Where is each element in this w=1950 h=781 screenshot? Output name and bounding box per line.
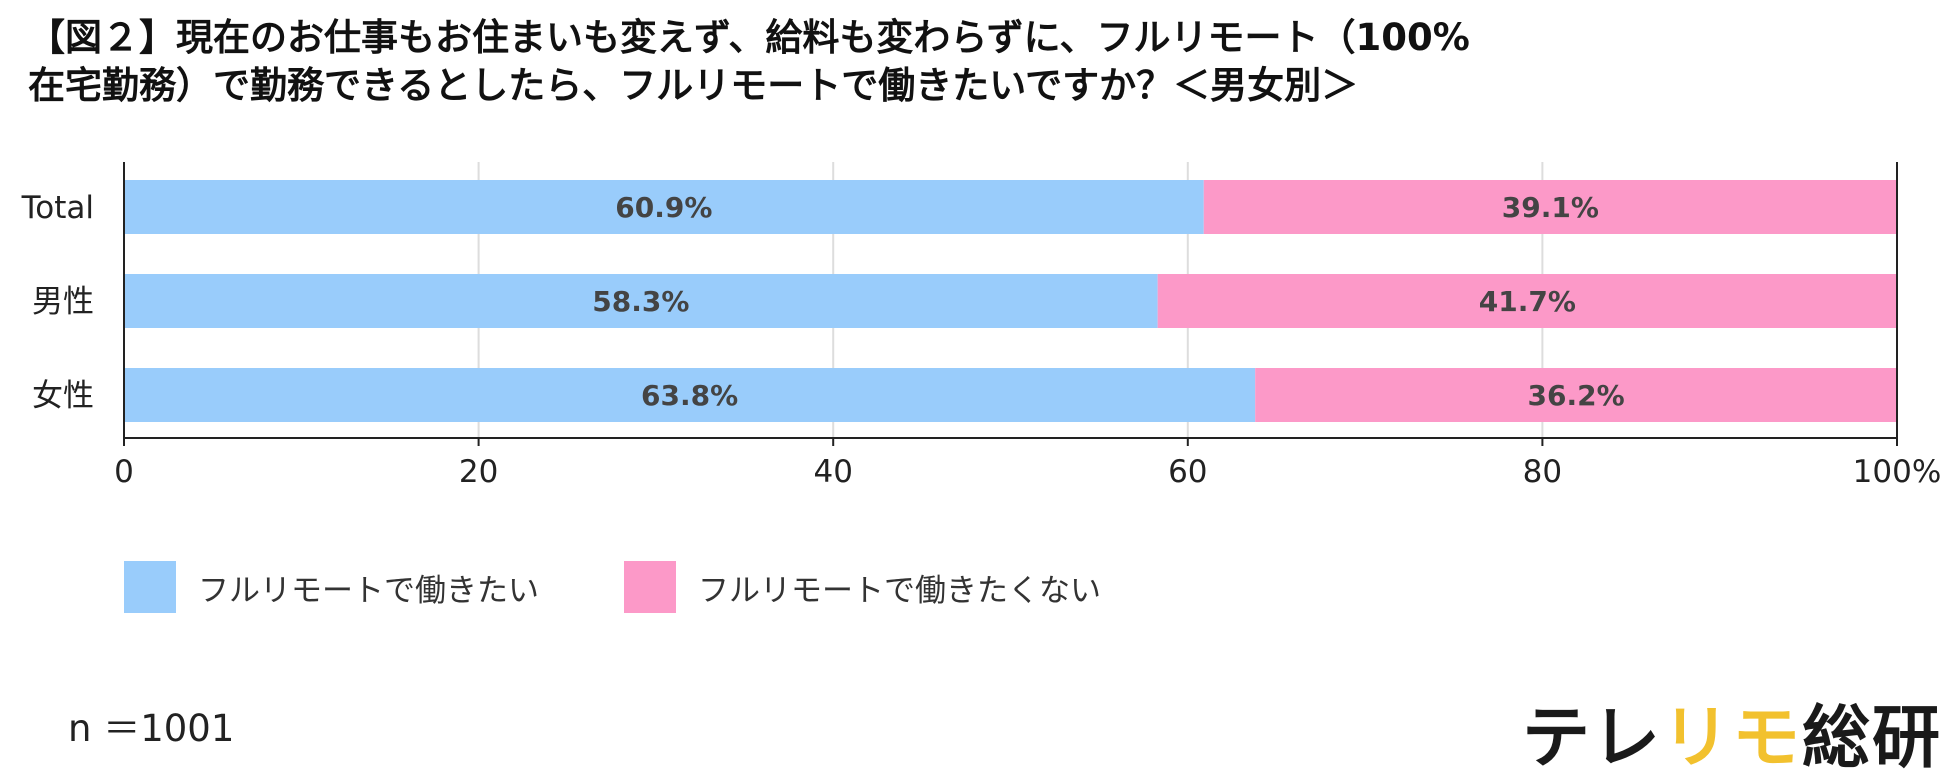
brand-part-2: リモ [1661, 699, 1802, 778]
x-tick-label: 100% [1853, 454, 1942, 490]
legend: フルリモートで働きたい フルリモートで働きたくない [124, 561, 1186, 613]
bar [124, 368, 1256, 422]
bar [1203, 180, 1897, 234]
legend-swatch-not-want [624, 561, 676, 613]
legend-label-not-want: フルリモートで働きたくない [698, 572, 1101, 609]
x-tick-label: 0 [114, 454, 134, 490]
x-tick-label: 40 [813, 454, 852, 490]
x-tick-label: 60 [1168, 454, 1207, 490]
legend-swatch-want [124, 561, 176, 613]
bar-value-label: 63.8% [641, 379, 738, 412]
chart-title-line-2: 在宅勤務）で勤務できるとしたら、フルリモートで働きたいですか？＜男女別＞ [28, 64, 1359, 107]
bar [124, 180, 1204, 234]
category-label: 女性 [32, 378, 94, 414]
brand-logo: テレリモ総研 [1522, 682, 1942, 781]
bar-value-label: 41.7% [1479, 285, 1576, 318]
brand-part-3: 総研 [1801, 699, 1942, 778]
x-tick-label: 20 [459, 454, 498, 490]
legend-label-want: フルリモートで働きたい [198, 572, 539, 609]
chart-title-line-1: 【図２】現在のお仕事もお住まいも変えず、給料も変わらずに、フルリモート（100% [28, 16, 1470, 59]
category-label: 男性 [32, 284, 94, 320]
legend-item-want: フルリモートで働きたい [124, 561, 539, 613]
brand-part-1: テレ [1521, 699, 1662, 778]
bar [1157, 274, 1897, 328]
category-label: Total [21, 190, 94, 226]
sample-size-note: n ＝1001 [68, 707, 235, 750]
bar-value-label: 60.9% [615, 191, 712, 224]
bar-value-label: 58.3% [592, 285, 689, 318]
stacked-bar-chart: 60.9% 39.1% Total 58.3% 41.7% 男性 63.8% 36.2% 女性 0… [21, 162, 1942, 490]
x-tick-label: 80 [1523, 454, 1562, 490]
legend-item-not-want: フルリモートで働きたくない [624, 561, 1101, 613]
bar [1255, 368, 1897, 422]
bar-value-label: 36.2% [1528, 379, 1625, 412]
bar-value-label: 39.1% [1502, 191, 1599, 224]
bar [124, 274, 1158, 328]
chart-title: 【図２】現在のお仕事もお住まいも変えず、給料も変わらずに、フルリモート（100%… [28, 14, 1928, 110]
